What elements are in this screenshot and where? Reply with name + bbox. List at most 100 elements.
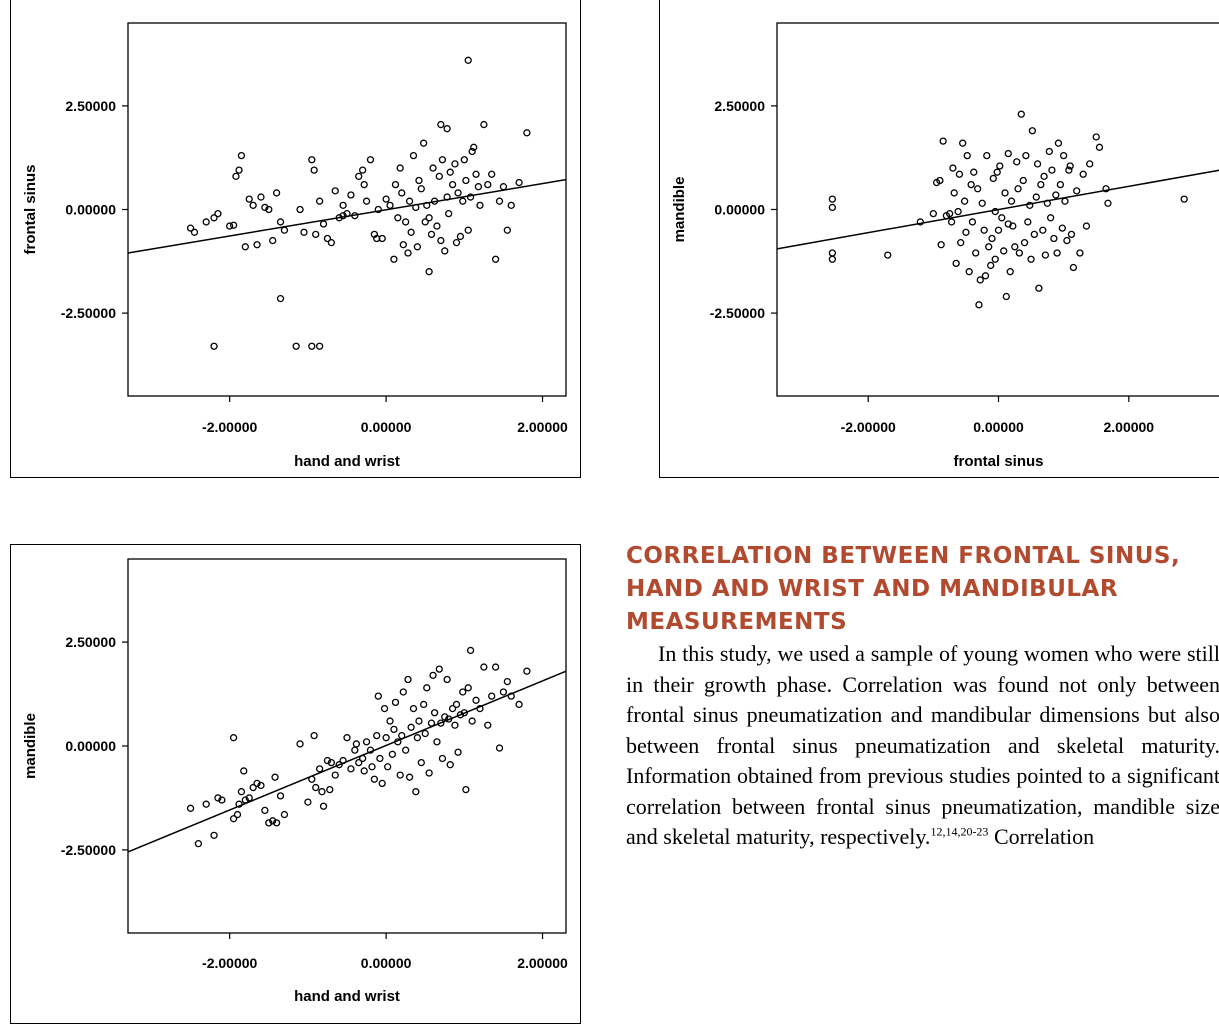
x-tick-label: 2.00000 <box>517 955 568 971</box>
data-point <box>312 230 320 239</box>
data-point <box>202 800 210 808</box>
data-point <box>376 754 384 763</box>
data-point <box>1054 139 1063 147</box>
data-point <box>271 773 279 781</box>
data-point <box>380 704 389 713</box>
data-point <box>1052 191 1060 199</box>
data-point <box>495 197 504 205</box>
data-point <box>235 166 243 174</box>
data-point <box>386 717 394 725</box>
x-tick-label: -2.00000 <box>841 419 896 435</box>
data-point <box>312 783 320 792</box>
data-point <box>417 758 425 767</box>
data-point <box>499 688 508 696</box>
data-point <box>459 197 467 205</box>
data-point <box>1014 185 1022 193</box>
data-point <box>988 234 996 243</box>
data-point <box>448 180 457 189</box>
data-point <box>390 725 398 734</box>
data-point <box>1046 214 1055 222</box>
data-point <box>425 214 433 222</box>
data-point <box>427 230 436 239</box>
data-point <box>446 168 454 176</box>
data-point <box>253 241 261 249</box>
data-point <box>452 239 461 247</box>
data-point <box>202 218 210 226</box>
data-point <box>445 209 453 218</box>
data-point <box>1082 222 1091 230</box>
data-point <box>1092 133 1100 141</box>
data-point <box>998 214 1006 222</box>
data-point <box>828 203 837 212</box>
data-point <box>402 218 410 226</box>
regression-line <box>777 169 1219 250</box>
data-point <box>443 193 451 201</box>
data-point <box>1019 176 1027 185</box>
y-tick-label: 0.00000 <box>65 202 116 218</box>
data-point <box>1011 243 1019 251</box>
data-point <box>460 156 468 164</box>
data-point <box>253 779 261 788</box>
data-point <box>1007 197 1016 205</box>
section-paragraph: In this study, we used a sample of young… <box>626 639 1219 853</box>
plot-frame <box>127 22 567 397</box>
data-point <box>421 218 429 226</box>
data-point <box>437 236 445 245</box>
data-point <box>323 234 332 243</box>
data-point <box>249 201 257 210</box>
data-point <box>419 700 428 709</box>
data-point <box>407 228 415 236</box>
data-point <box>488 170 496 178</box>
data-point <box>415 717 423 725</box>
y-tick-label: 0.00000 <box>65 738 116 754</box>
y-tick-label: 2.50000 <box>65 634 116 650</box>
data-point <box>955 170 964 178</box>
data-point <box>384 763 392 771</box>
data-point <box>382 734 390 742</box>
data-point <box>435 172 443 180</box>
data-point <box>499 183 508 191</box>
data-point <box>409 704 418 713</box>
data-point <box>360 767 368 775</box>
data-point <box>476 704 484 713</box>
data-point <box>351 212 359 220</box>
data-point <box>1061 197 1069 205</box>
data-point <box>462 176 470 185</box>
data-point <box>237 788 246 796</box>
data-point <box>480 120 488 129</box>
data-point <box>438 156 447 164</box>
data-point <box>1039 226 1047 234</box>
data-point <box>335 214 343 222</box>
data-point <box>1002 292 1010 301</box>
data-point <box>315 765 324 773</box>
y-axis-label: mandible <box>671 177 688 243</box>
data-point <box>370 775 379 783</box>
data-point <box>318 788 326 796</box>
data-point <box>1102 185 1110 193</box>
data-point <box>300 228 308 236</box>
data-point <box>480 663 488 671</box>
data-point <box>327 239 336 247</box>
data-point <box>308 775 316 783</box>
data-point <box>378 234 386 243</box>
data-point <box>472 696 480 704</box>
data-point <box>468 147 476 156</box>
data-point <box>1000 247 1008 255</box>
data-point <box>190 228 199 236</box>
data-point <box>515 700 523 709</box>
data-point <box>1063 236 1071 245</box>
data-point <box>460 709 468 717</box>
data-point <box>429 164 437 172</box>
data-point <box>391 698 400 707</box>
data-point <box>1058 224 1066 232</box>
data-point <box>1086 160 1094 168</box>
data-point <box>269 817 277 825</box>
scatter-panel-3: 2.50000 0.00000 -2.50000 -2.00000 0.00000 2.0… <box>10 544 581 1024</box>
data-point <box>459 688 467 696</box>
data-point <box>437 719 445 727</box>
data-point <box>983 151 991 160</box>
data-point <box>476 201 484 210</box>
data-point <box>989 174 997 183</box>
data-point <box>454 189 462 197</box>
data-point <box>425 769 433 777</box>
